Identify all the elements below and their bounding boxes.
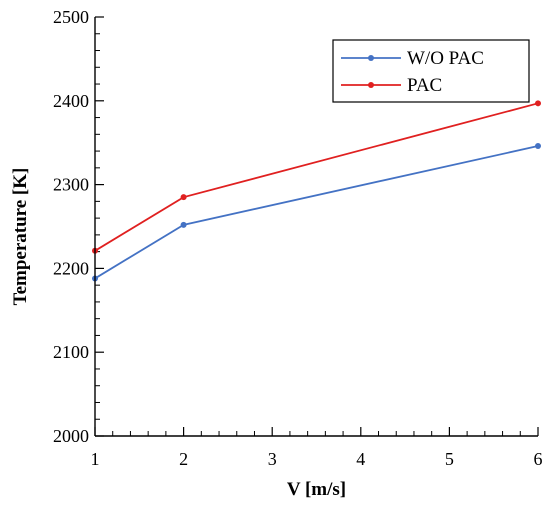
tick-labels: 1 2 3 4 5 6 2000 2100 2200 2300 2400 2500: [53, 7, 543, 469]
data-point-pac: [535, 100, 541, 107]
minor-ticks: [95, 33, 521, 436]
y-tick-label: 2100: [53, 342, 89, 362]
series-layer: [92, 100, 541, 282]
y-axis-title: Temperature [K]: [10, 168, 31, 306]
x-axis-title: V [m/s]: [287, 479, 346, 500]
x-tick-label: 1: [91, 449, 100, 469]
y-tick-label: 2400: [53, 91, 89, 111]
legend-label: PAC: [407, 75, 442, 96]
series-line-w-o-pac: [94, 145, 539, 280]
series-line-pac: [94, 102, 539, 252]
legend-swatch-marker: [368, 82, 374, 88]
legend-swatch-marker: [368, 55, 374, 61]
data-point-w-o-pac: [180, 221, 187, 228]
series-w-o-pac: [92, 143, 541, 282]
legend: W/O PAC PAC: [332, 39, 530, 103]
y-tick-label: 2500: [53, 7, 89, 27]
y-tick-label: 2200: [53, 258, 89, 278]
x-tick-label: 6: [534, 449, 543, 469]
legend-entry-w-o-pac: W/O PAC: [341, 48, 484, 69]
x-tick-label: 3: [268, 449, 277, 469]
x-tick-label: 2: [179, 449, 188, 469]
series-pac: [92, 100, 541, 254]
legend-label: W/O PAC: [407, 48, 484, 69]
data-point-w-o-pac: [535, 143, 541, 150]
legend-box: [332, 39, 530, 103]
x-tick-label: 4: [356, 449, 365, 469]
y-tick-label: 2300: [53, 175, 89, 195]
data-point-pac: [180, 194, 187, 201]
y-tick-label: 2000: [53, 426, 89, 446]
legend-entries: W/O PAC PAC: [341, 48, 484, 96]
x-tick-label: 5: [445, 449, 454, 469]
legend-entry-pac: PAC: [341, 75, 442, 96]
